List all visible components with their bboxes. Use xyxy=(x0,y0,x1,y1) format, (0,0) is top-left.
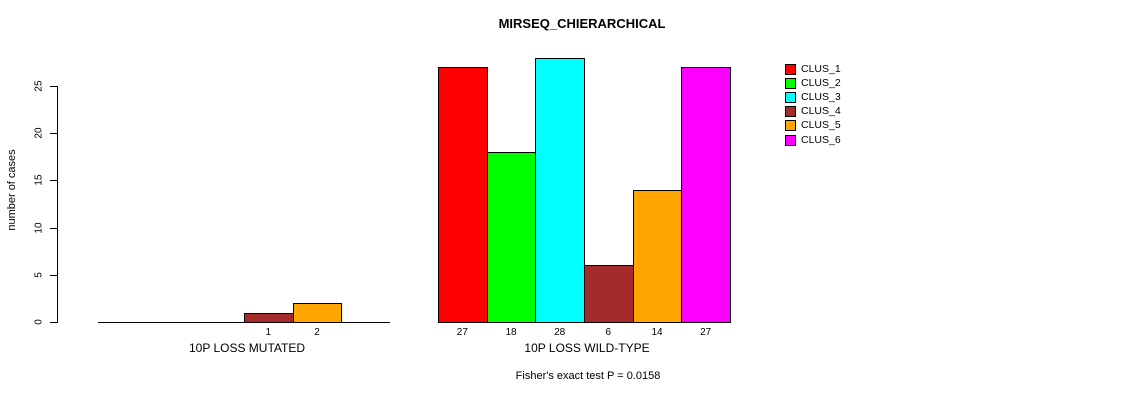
bar-value-label: 28 xyxy=(554,327,566,338)
legend-item: CLUS_3 xyxy=(785,90,841,104)
bar-value-label: 6 xyxy=(605,327,612,338)
y-axis-tick-label: 15 xyxy=(33,174,45,186)
legend-item: CLUS_4 xyxy=(785,105,841,119)
y-axis-tick-label: 5 xyxy=(33,272,45,278)
chart-subtitle: Fisher's exact test P = 0.0158 xyxy=(515,370,661,382)
legend-swatch-clus_1 xyxy=(785,63,796,75)
bar-value-label: 27 xyxy=(456,327,468,338)
y-axis-tick-label: 0 xyxy=(33,319,45,325)
bar-clus_3 xyxy=(535,57,585,323)
y-axis-tick xyxy=(50,133,57,135)
x-axis-group-label: 10P LOSS MUTATED xyxy=(188,341,306,355)
legend-swatch-clus_2 xyxy=(785,77,796,89)
bar-clus_5 xyxy=(632,189,683,323)
bar-value-label: 14 xyxy=(651,327,663,338)
legend-label: CLUS_1 xyxy=(801,62,841,75)
legend-swatch-clus_3 xyxy=(785,91,796,103)
bar-clus_6 xyxy=(681,67,731,323)
bar-value-label: 1 xyxy=(265,327,272,338)
y-axis-tick-label: 20 xyxy=(33,127,45,139)
y-axis-line xyxy=(57,86,58,323)
legend-swatch-clus_4 xyxy=(785,106,796,118)
bar-clus_4 xyxy=(244,312,294,323)
legend-item: CLUS_5 xyxy=(785,119,841,133)
bar-value-label: 2 xyxy=(314,327,320,338)
bar-clus_1 xyxy=(438,67,488,323)
y-axis-tick-label: 25 xyxy=(33,80,45,92)
legend-label: CLUS_5 xyxy=(801,119,841,132)
legend-item: CLUS_2 xyxy=(785,76,841,90)
y-axis-tick xyxy=(50,86,57,87)
bar-value-label: 18 xyxy=(505,327,517,338)
y-axis-title: number of cases xyxy=(6,149,18,231)
bar-value-label: 27 xyxy=(700,327,712,338)
legend-label: CLUS_3 xyxy=(801,90,841,103)
legend: CLUS_1 CLUS_2 CLUS_3 CLUS_4 CLUS_5 CLUS_6 xyxy=(785,62,841,147)
y-axis-tick-label: 10 xyxy=(33,222,45,234)
chart-title: MIRSEQ_CHIERARCHICAL xyxy=(498,16,666,31)
y-axis-tick xyxy=(50,227,57,229)
y-axis-tick xyxy=(50,274,57,276)
legend-swatch-clus_5 xyxy=(785,120,796,132)
legend-item: CLUS_6 xyxy=(785,133,841,147)
legend-label: CLUS_4 xyxy=(801,105,841,118)
y-axis-tick xyxy=(50,322,57,323)
y-axis-tick xyxy=(50,180,57,182)
bar-clus_5 xyxy=(292,303,343,323)
legend-swatch-clus_6 xyxy=(785,134,796,146)
legend-item: CLUS_1 xyxy=(785,62,841,76)
legend-label: CLUS_6 xyxy=(801,133,841,146)
bar-clus_2 xyxy=(486,152,537,323)
legend-label: CLUS_2 xyxy=(801,76,841,89)
bar-clus_4 xyxy=(584,265,634,323)
x-axis-group-label: 10P LOSS WILD-TYPE xyxy=(524,341,650,355)
